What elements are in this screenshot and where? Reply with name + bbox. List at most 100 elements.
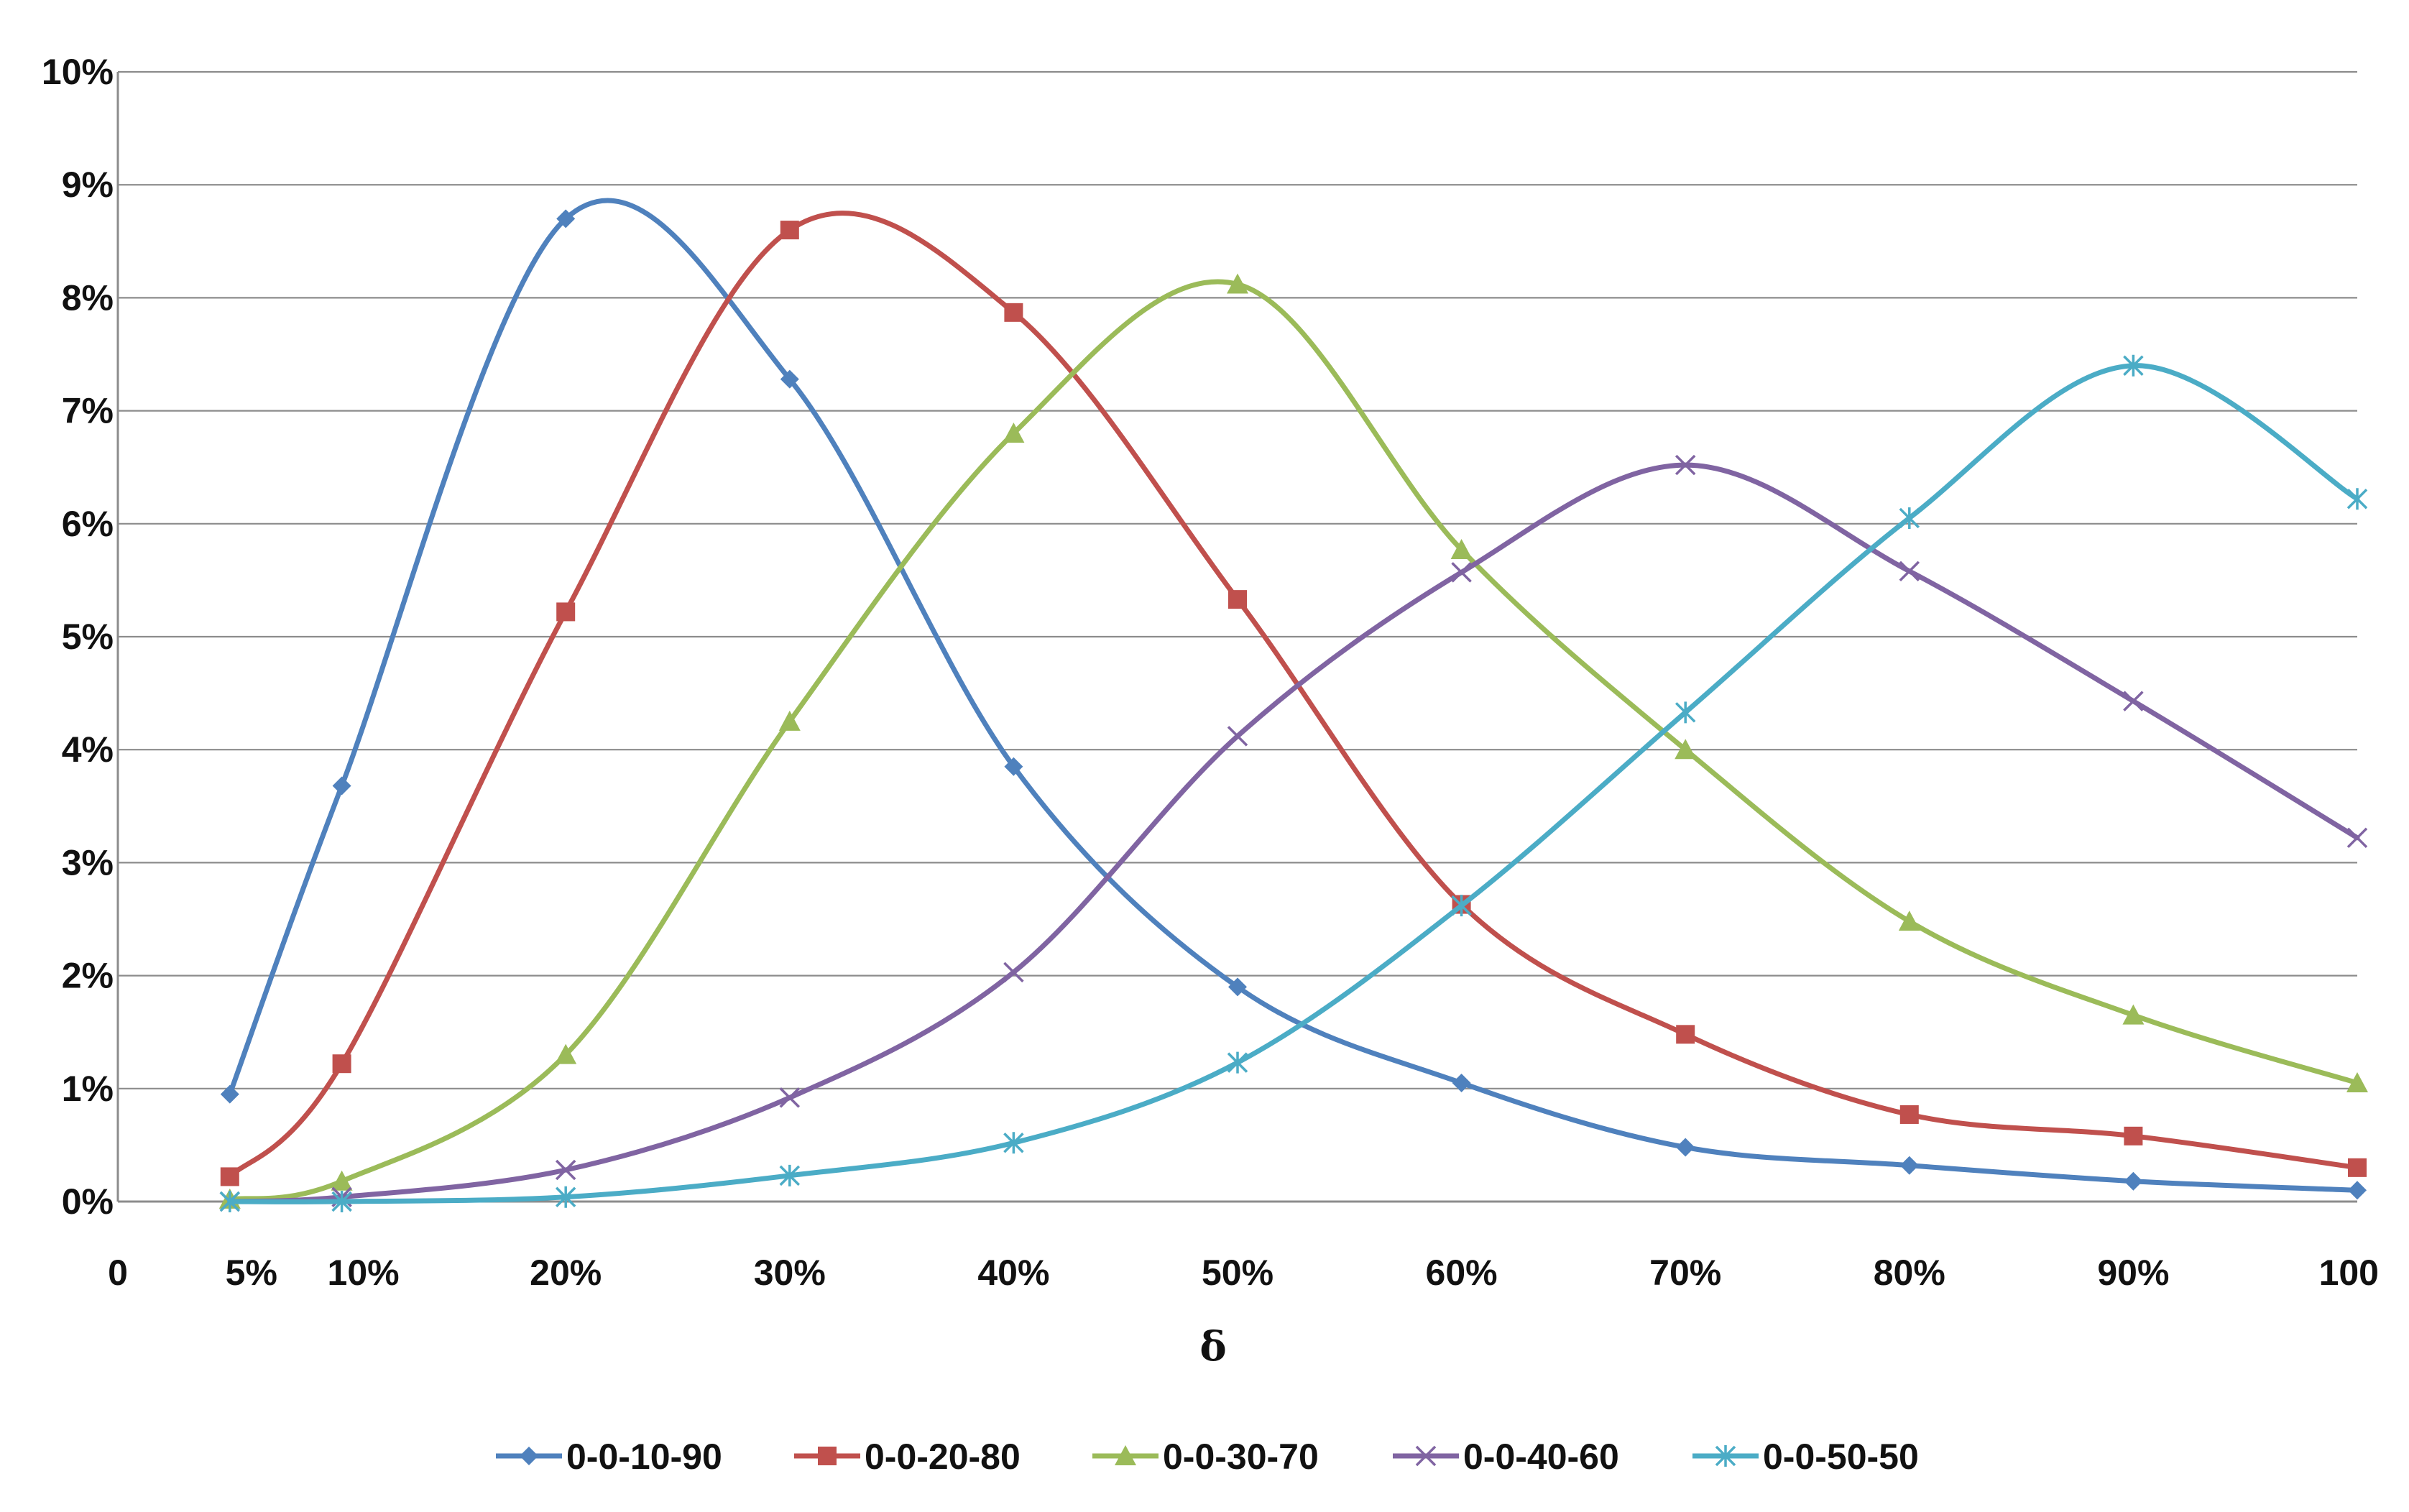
y-tick-label: 1%: [62, 1069, 114, 1109]
data-point: [1003, 962, 1024, 983]
legend-marker: [1715, 1445, 1736, 1467]
x-tick-label: 60%: [1426, 1253, 1498, 1293]
series-line: [227, 198, 2360, 1193]
data-point: [556, 209, 576, 229]
data-point: [779, 1164, 801, 1186]
data-point: [2122, 1004, 2145, 1025]
series-line: [227, 363, 2360, 1204]
x-tick-label: 80%: [1874, 1253, 1945, 1293]
y-tick-label: 9%: [62, 165, 114, 205]
data-point: [2346, 488, 2368, 510]
data-point: [1676, 1025, 1695, 1044]
data-point: [1452, 1073, 1471, 1092]
x-tick-label: 90%: [2097, 1253, 2169, 1293]
data-point: [1676, 1138, 1695, 1157]
legend-label: 0-0-10-90: [566, 1437, 722, 1477]
y-tick-label: 7%: [62, 391, 114, 431]
y-tick-label: 8%: [62, 277, 114, 318]
x-tick-label: 70%: [1649, 1253, 1721, 1293]
data-point: [332, 776, 351, 796]
data-point: [1675, 454, 1696, 476]
data-point: [2124, 1126, 2143, 1145]
data-point: [331, 1191, 352, 1212]
legend-marker: [520, 1447, 538, 1465]
x-tick-label: 10%: [328, 1253, 400, 1293]
data-point: [555, 1159, 576, 1181]
legend-label: 0-0-50-50: [1763, 1437, 1919, 1477]
data-point: [1675, 701, 1696, 724]
series-0-0-10-90: [220, 198, 2367, 1200]
data-point: [1898, 911, 1920, 931]
series-line: [227, 462, 2360, 1204]
gridlines: [116, 70, 2357, 1203]
x-axis-tick-labels: 0 5% 10% 20% 30% 40% 50% 60% 70% 80% 90% 100: [108, 1253, 2379, 1293]
legend-item: 0-0-10-90: [496, 1437, 722, 1477]
x-tick-label: 50%: [1202, 1253, 1273, 1293]
legend-item: 0-0-20-80: [794, 1437, 1021, 1477]
x-tick-label: 100: [2319, 1253, 2379, 1293]
legend-item: 0-0-40-60: [1393, 1437, 1619, 1477]
data-point: [332, 1054, 351, 1074]
data-point: [1899, 1105, 1919, 1124]
data-point: [555, 1043, 577, 1064]
legend-label: 0-0-30-70: [1163, 1437, 1319, 1477]
legend-label: 0-0-40-60: [1463, 1437, 1619, 1477]
data-point: [2346, 827, 2368, 849]
data-point: [220, 1167, 239, 1186]
data-point: [779, 1087, 801, 1108]
data-point: [331, 1170, 353, 1191]
y-tick-label: 3%: [62, 842, 114, 882]
data-point: [556, 602, 576, 622]
data-point: [1451, 562, 1472, 583]
y-tick-label: 5%: [62, 617, 114, 657]
data-point: [1228, 977, 1247, 997]
series-lines: [218, 198, 2368, 1212]
data-point: [1899, 561, 1920, 582]
y-tick-label: 6%: [62, 504, 114, 544]
data-point: [1899, 1156, 1919, 1175]
legend-label: 0-0-20-80: [865, 1437, 1021, 1477]
data-point: [555, 1186, 576, 1208]
x-tick-label: 0: [108, 1253, 128, 1293]
data-point: [2346, 1071, 2368, 1092]
data-point: [2123, 691, 2144, 711]
legend: 0-0-10-90 0-0-20-80 0-0-30-70 0-0-40-60 0-0-…: [496, 1437, 1919, 1477]
data-point: [1450, 538, 1473, 559]
x-axis-title: δ: [1199, 1323, 1226, 1370]
legend-marker: [1415, 1445, 1437, 1467]
series-0-0-30-70: [218, 273, 2368, 1209]
x-tick-label: 40%: [977, 1253, 1049, 1293]
data-point: [1451, 895, 1472, 917]
data-point: [1004, 303, 1023, 322]
legend-marker: [818, 1447, 837, 1465]
y-axis-tick-labels: 0% 1% 2% 3% 4% 5% 6% 7% 8% 9% 10%: [42, 52, 114, 1222]
data-point: [2123, 354, 2144, 377]
y-tick-label: 2%: [62, 956, 114, 996]
series-0-0-40-60: [219, 454, 2368, 1212]
data-point: [778, 710, 801, 731]
data-point: [2348, 1158, 2367, 1177]
data-point: [1003, 1132, 1024, 1154]
legend-marker: [1115, 1445, 1136, 1465]
x-tick-label: 5%: [226, 1253, 277, 1293]
data-point: [2124, 1171, 2143, 1191]
data-point: [219, 1191, 241, 1212]
series-0-0-50-50: [219, 354, 2368, 1212]
legend-item: 0-0-50-50: [1692, 1437, 1919, 1477]
data-point: [1227, 273, 1248, 294]
data-point: [1899, 507, 1920, 529]
data-point: [1227, 726, 1248, 747]
data-point: [2348, 1181, 2367, 1200]
y-tick-label: 4%: [62, 729, 114, 770]
y-tick-label: 0%: [62, 1181, 114, 1222]
x-tick-label: 30%: [754, 1253, 826, 1293]
data-point: [220, 1084, 239, 1104]
series-line: [227, 279, 2360, 1202]
x-tick-label: 20%: [530, 1253, 602, 1293]
data-point: [1228, 590, 1247, 609]
data-point: [780, 221, 799, 240]
y-tick-label: 10%: [42, 52, 114, 92]
data-point: [1004, 757, 1023, 776]
data-point: [1227, 1051, 1248, 1074]
data-point: [1003, 423, 1025, 443]
